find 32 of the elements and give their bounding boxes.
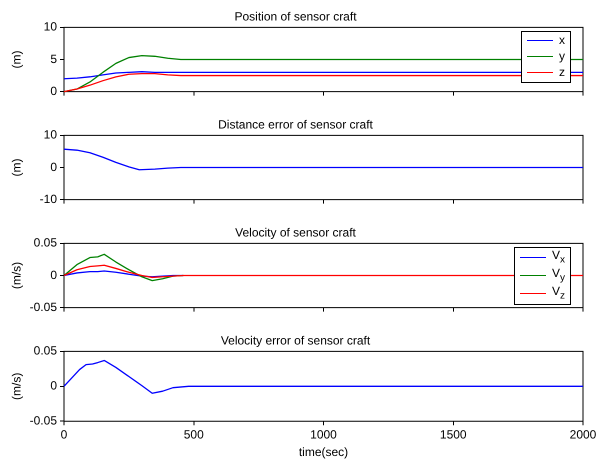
chart-title: Distance error of sensor craft (218, 118, 374, 132)
x-tick-label: 2000 (570, 428, 597, 442)
x-tick-label: 500 (184, 428, 204, 442)
chart-title: Velocity of sensor craft (235, 226, 357, 240)
chart-title: Position of sensor craft (234, 10, 358, 24)
legend-label: y (559, 49, 565, 64)
y-axis-title: (m) (10, 158, 24, 176)
legend-label: V$_{y}$ (552, 266, 565, 284)
y-tick-label: 5 (50, 52, 58, 66)
y-tick-label: 0 (50, 378, 58, 393)
chart-title: Velocity error of sensor craft (220, 334, 371, 348)
y-tick-label: 0 (50, 84, 58, 98)
legend-label: V$_{z}$ (552, 284, 565, 302)
x-axis-title: time(sec) (298, 445, 348, 460)
y-tick-label: 0.05 (34, 236, 58, 250)
x-tick-label: 1000 (310, 428, 338, 442)
y-tick-label: -0.05 (30, 300, 58, 314)
y-axis-title: (m/s) (10, 372, 24, 400)
y-tick-label: -0.05 (30, 414, 58, 428)
x-tick-label: 0 (60, 428, 68, 442)
y-tick-label: 0 (50, 160, 58, 174)
y-tick-label: 0 (50, 268, 58, 282)
legend-label: z (559, 65, 565, 80)
y-axis-title: (m) (10, 50, 24, 68)
y-tick-label: 10 (44, 128, 58, 142)
y-tick-label: 0.05 (34, 344, 58, 358)
legend-label: V$_{x}$ (552, 248, 565, 266)
y-tick-label: 10 (44, 20, 58, 34)
x-tick-label: 1500 (440, 428, 467, 442)
y-axis-title: (m/s) (10, 262, 24, 290)
legend-label: x (559, 33, 565, 48)
y-tick-label: -10 (40, 192, 58, 206)
